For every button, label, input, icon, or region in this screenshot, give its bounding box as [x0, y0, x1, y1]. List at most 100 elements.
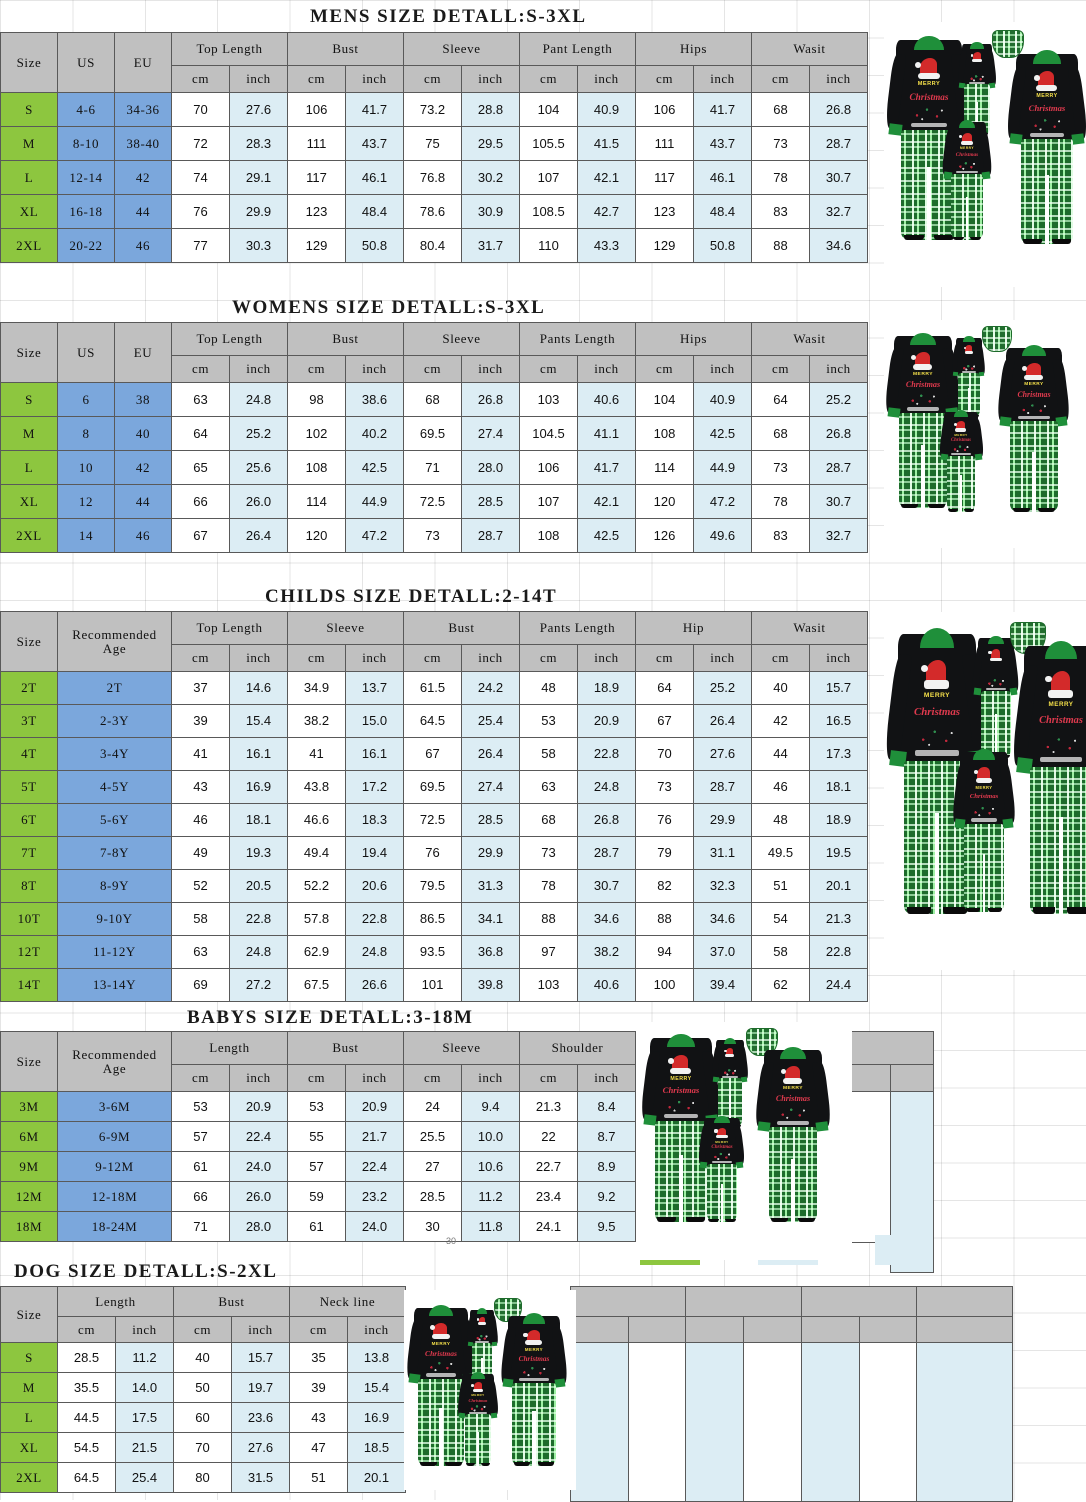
pajama-set-illustration: MERRY Christmas: [698, 1115, 746, 1225]
graphic-confetti: [968, 73, 986, 83]
cell-cm: 66: [171, 1181, 230, 1212]
unit-inch: inch: [229, 644, 288, 672]
cell-cm: 126: [635, 518, 694, 553]
cell-eu: 42: [114, 450, 172, 485]
graphic-christmas-text: Christmas: [950, 437, 972, 443]
cell-inch: 24.8: [229, 382, 288, 417]
cell-cm: 22: [519, 1121, 578, 1152]
unit-inch: inch: [693, 644, 752, 672]
collar: [963, 336, 975, 342]
graphic-christmas-text: Christmas: [1039, 715, 1083, 727]
unit-cm: cm: [519, 65, 578, 93]
pet-bandana-illustration: [746, 1028, 778, 1056]
pants-cuff-left: [948, 509, 959, 512]
unit-cm: cm: [751, 65, 810, 93]
unit-inch: inch: [345, 65, 404, 93]
cell-cm: 69: [171, 968, 230, 1002]
cell-cm: 78: [519, 869, 578, 903]
cell-recommended-age: 6-9M: [57, 1121, 172, 1152]
cell-cm: 103: [519, 968, 578, 1002]
table-row: 3M 3-6M 53 20.9 53 20.9 24 9.4 21.3 8.4: [0, 1091, 636, 1122]
santa-hat-pompom: [920, 664, 928, 672]
graphic-subtitle-bar: [776, 1121, 810, 1125]
collar: [914, 36, 944, 50]
santa-hat-icon: [961, 132, 972, 143]
cell-inch: 10.6: [461, 1151, 520, 1182]
unit-cm: cm: [171, 644, 230, 672]
cell-inch: 30.9: [461, 194, 520, 229]
cell-cm: 64: [751, 382, 810, 417]
section-title-dog: DOG SIZE DETALL:S-2XL: [14, 1261, 278, 1282]
unit-cm: cm: [403, 1064, 462, 1092]
col-head-eu: EU: [114, 32, 172, 93]
collar: [973, 748, 995, 760]
santa-hat-brim: [971, 59, 982, 62]
cell-inch: 20.6: [345, 869, 404, 903]
cell-cm: 80: [173, 1462, 232, 1493]
table-header-row-group: Size Length Bust Neck line: [0, 1286, 406, 1343]
unit-inch: inch: [115, 1316, 174, 1343]
cell-cm: 73: [519, 836, 578, 870]
product-photo-dog: MERRY Christmas MERRY: [404, 1290, 576, 1490]
cell-inch: 26.8: [809, 92, 868, 127]
cell-size: 2XL: [0, 1462, 58, 1493]
cell-us: 6: [57, 382, 115, 417]
cell-cm: 30: [403, 1211, 462, 1242]
cell-inch: 43.7: [345, 126, 404, 161]
cuff-right: [1055, 416, 1069, 427]
cell-recommended-age: 12-18M: [57, 1181, 172, 1212]
cell-inch: 20.9: [345, 1091, 404, 1122]
cell-cm: 73: [751, 450, 810, 485]
cell-cm: 78: [751, 160, 810, 195]
cell-cm: 71: [403, 450, 462, 485]
cell-cm: 88: [751, 228, 810, 263]
cell-inch: 17.3: [809, 737, 868, 771]
col-head-hips: Hips: [635, 322, 752, 356]
santa-hat-brim: [960, 141, 974, 146]
table-header-row-group: Size US EU Top Length Bust Sleeve Pants …: [0, 322, 868, 383]
graphic-subtitle-bar: [985, 687, 1007, 691]
cell-cm: 78: [751, 484, 810, 519]
cuff-right: [815, 1121, 829, 1133]
cell-cm: 35: [289, 1342, 348, 1373]
cell-inch: 32.7: [809, 194, 868, 229]
santa-hat-brim: [1024, 374, 1043, 381]
graphic-merry-text: MERRY: [917, 81, 941, 88]
cell-inch: 16.9: [229, 770, 288, 804]
col-head-bust: Bust: [173, 1286, 290, 1317]
cell-inch: 11.2: [115, 1342, 174, 1373]
cell-inch: 32.3: [693, 869, 752, 903]
santa-hat-brim: [472, 1389, 484, 1392]
pants-leg-gap: [968, 388, 970, 420]
santa-hat-pompom: [1045, 675, 1053, 683]
santa-hat-pompom: [970, 54, 974, 57]
cell-inch: 15.7: [231, 1342, 290, 1373]
unit-inch: inch: [809, 65, 868, 93]
cell-cm: 69.5: [403, 416, 462, 451]
cell-eu: 40: [114, 416, 172, 451]
cell-recommended-age: 2T: [57, 671, 172, 705]
unit-cm: cm: [403, 65, 462, 93]
pants-leg-gap: [1032, 452, 1036, 516]
cell-size: 2XL: [0, 228, 58, 263]
table-row: 2XL 14 46 67 26.4 120 47.2 73 28.7 108 42.5 126 49.6…: [0, 518, 868, 553]
table-babys-body: 3M 3-6M 53 20.9 53 20.9 24 9.4 21.3 8.4 6M 6-9M 57 22…: [0, 1091, 636, 1242]
cell-cm: 69.5: [403, 770, 462, 804]
pants-cuff-left: [903, 235, 924, 240]
table-unit-row: cm inch cm inch cm inch cm inch cm inch …: [1, 644, 868, 672]
collar: [667, 1034, 695, 1048]
pants-cuff-right: [1066, 907, 1086, 914]
cell-inch: 8.7: [577, 1121, 636, 1152]
graphic-subtitle-bar: [663, 1114, 699, 1118]
collar: [958, 119, 976, 128]
cell-size: XL: [0, 1432, 58, 1463]
cell-inch: 20.9: [577, 704, 636, 738]
cell-cm: 47: [289, 1432, 348, 1463]
pants-cuff-right: [480, 1463, 491, 1466]
pants-leg-gap: [720, 1183, 724, 1225]
table-row: M 8 40 64 25.2 102 40.2 69.5 27.4 104.5 41.1 108 42.…: [0, 416, 868, 451]
cell-inch: 47.2: [693, 484, 752, 519]
cell-eu: 46: [114, 518, 172, 553]
cell-eu: 44: [114, 484, 172, 519]
cell-inch: 26.8: [809, 416, 868, 451]
